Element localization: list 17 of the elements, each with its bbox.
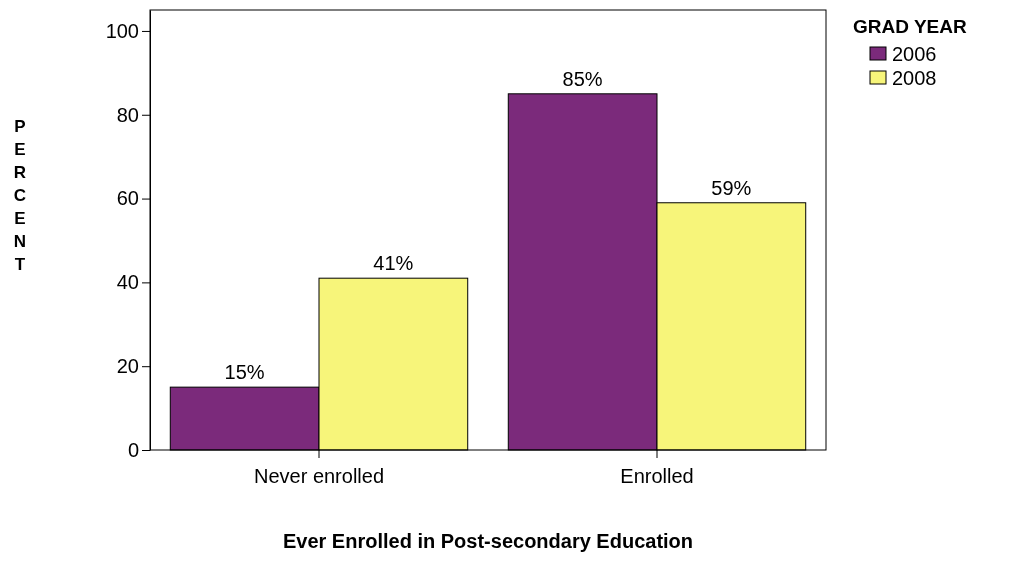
legend-title: GRAD YEAR (853, 16, 967, 37)
data-label: 59% (711, 176, 752, 199)
legend-label: 2008 (892, 67, 937, 89)
data-label: 85% (562, 67, 603, 90)
y-tick-label: 100 (105, 19, 139, 42)
y-axis-title: PERCENT (13, 117, 27, 274)
y-tick-label: 80 (116, 103, 139, 126)
y-tick-label: 0 (127, 438, 139, 461)
x-tick-label: Enrolled (620, 465, 694, 487)
data-label: 41% (373, 252, 414, 275)
data-label: 15% (224, 361, 265, 384)
y-tick-label: 40 (116, 271, 139, 294)
y-tick-label: 20 (116, 355, 139, 378)
legend-label: 2006 (892, 43, 937, 65)
y-tick-label: 60 (116, 187, 139, 210)
x-axis-title: Ever Enrolled in Post-secondary Education (282, 530, 694, 552)
x-tick-label: Never enrolled (253, 465, 385, 487)
